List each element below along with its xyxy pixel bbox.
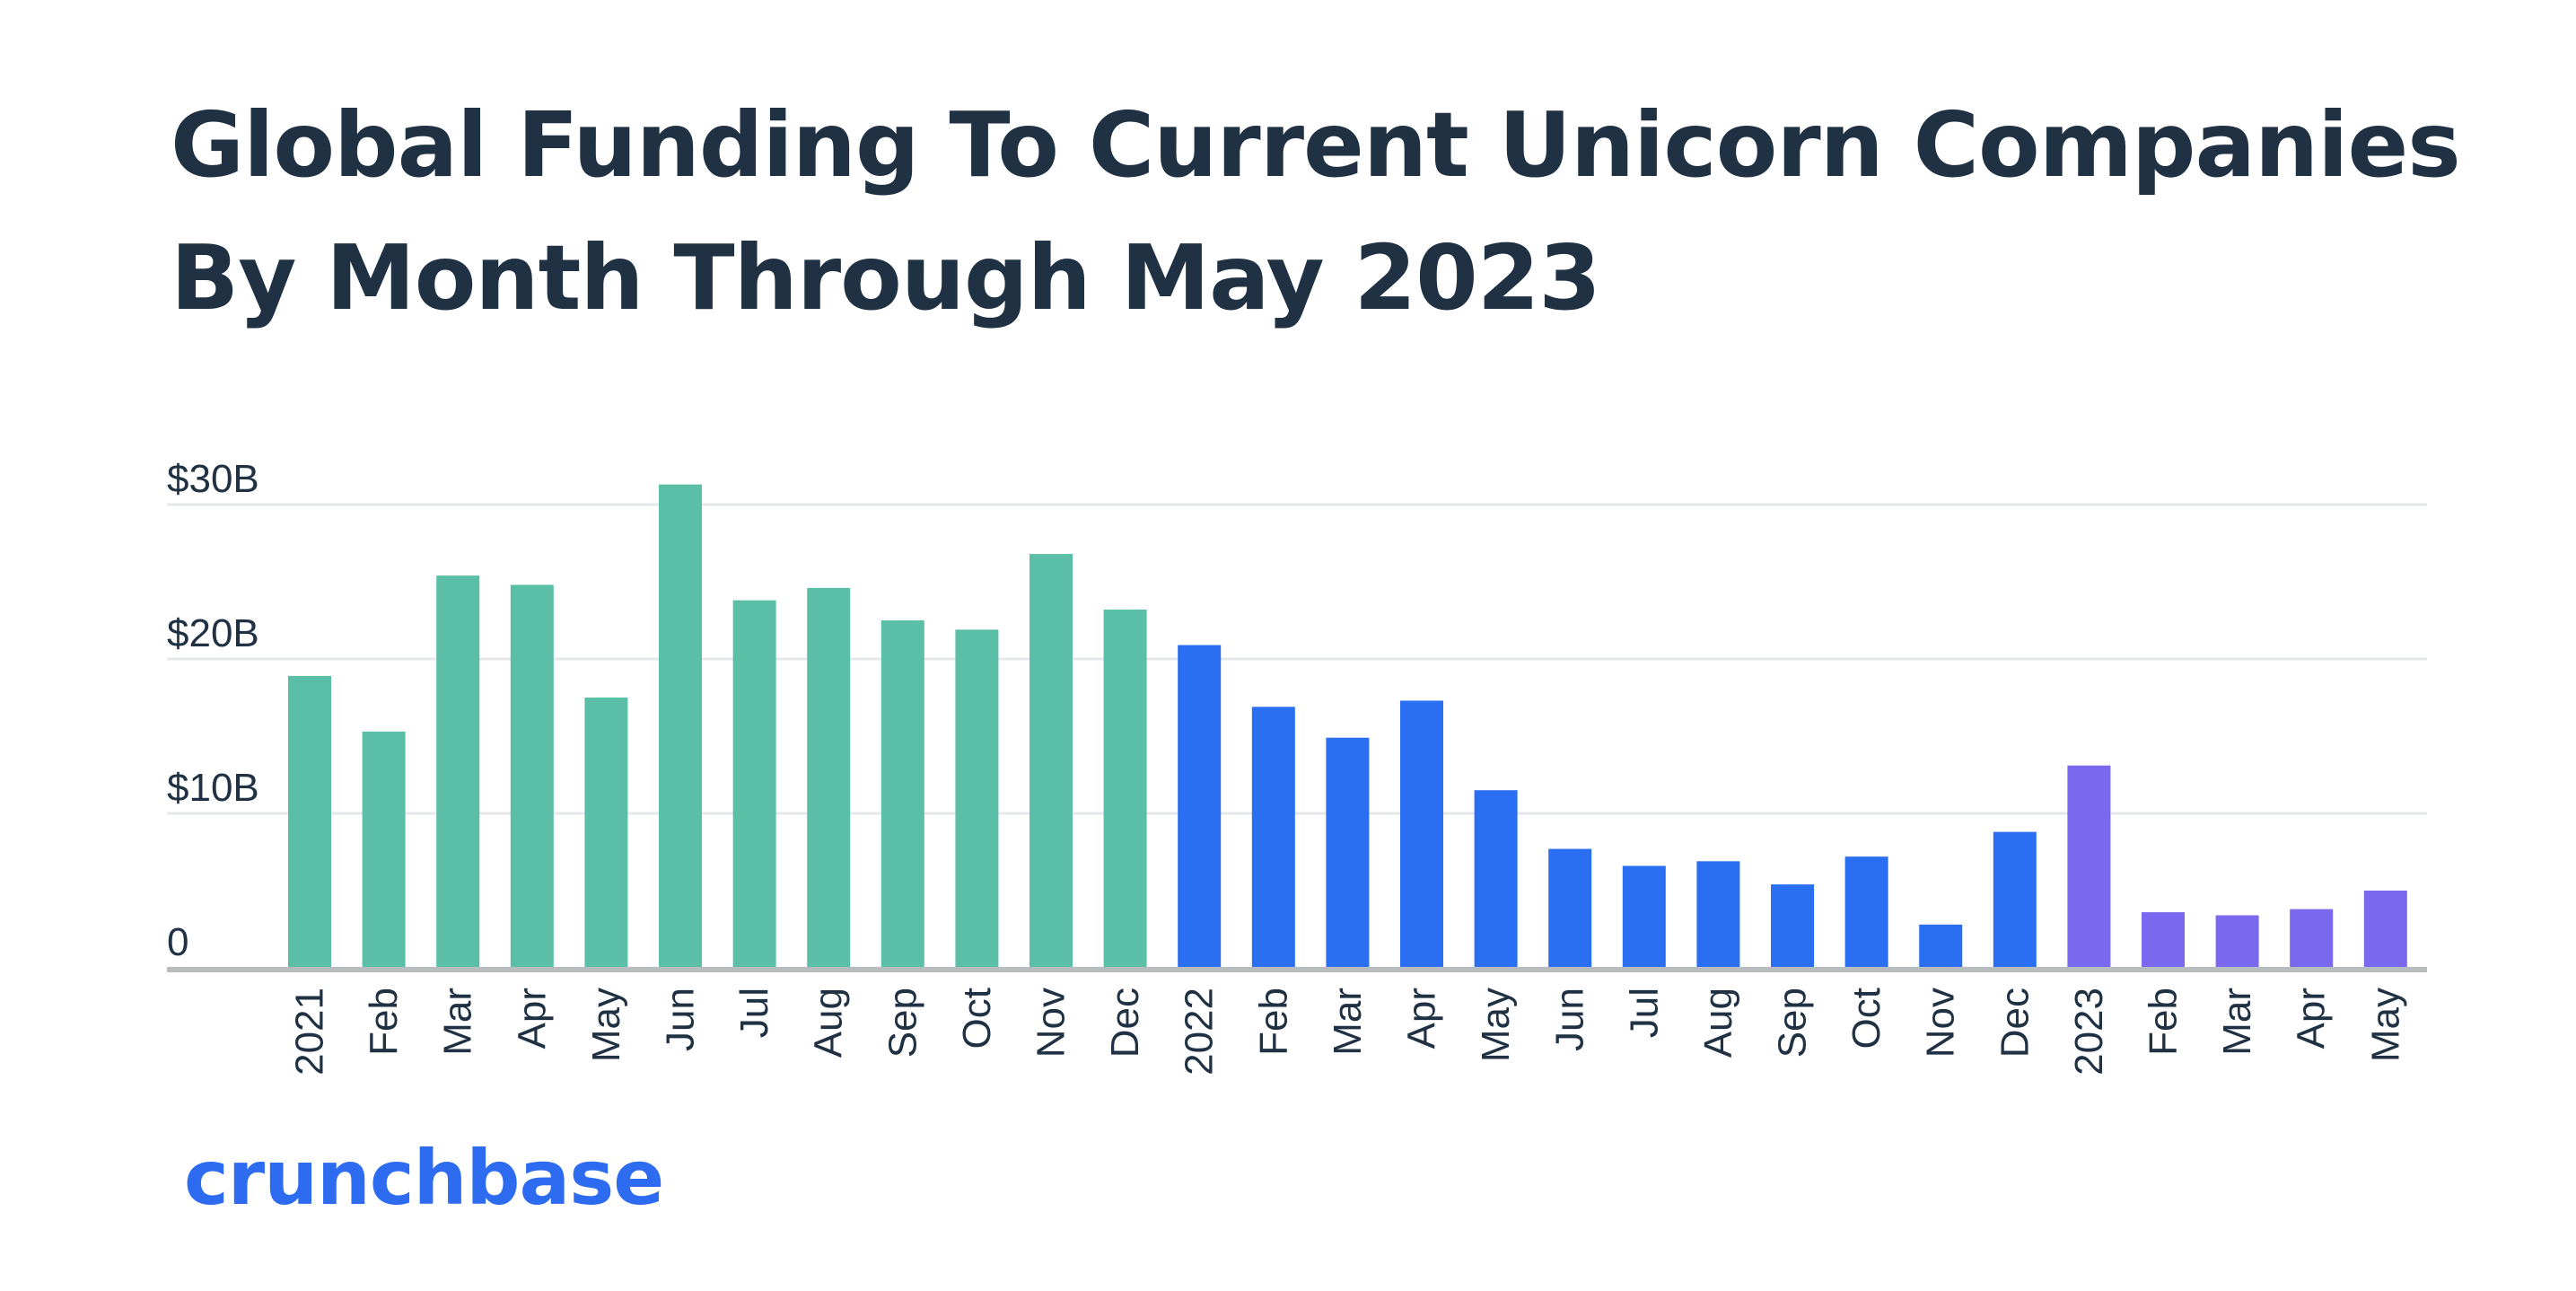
x-tick-label: Jul [1622, 988, 1666, 1038]
x-tick-label: Feb [1251, 988, 1295, 1056]
chart-title: Global Funding To Current Unicorn Compan… [171, 79, 2504, 345]
x-tick-label: Apr [510, 988, 554, 1049]
bar [436, 575, 480, 968]
bar [1030, 554, 1073, 968]
x-tick-label: Oct [1844, 988, 1888, 1049]
x-axis-tick-labels: 2021 Feb Mar Apr May Jun Jul Aug Sep Oct Nov Dec 202… [288, 988, 2408, 1076]
bar [510, 584, 554, 968]
chart-title-line-2: By Month Through May 2023 [171, 225, 1601, 330]
x-tick-label: Apr [1400, 988, 1444, 1049]
bar [1474, 790, 1518, 968]
bar [1251, 707, 1295, 968]
bar [1326, 737, 1370, 968]
x-tick-label: Feb [362, 988, 406, 1056]
x-tick-label: Sep [1771, 988, 1815, 1058]
bar [1919, 924, 1963, 968]
x-tick-label: 2022 [1178, 988, 1222, 1076]
bar [2142, 912, 2185, 968]
chart-title-line-1: Global Funding To Current Unicorn Compan… [171, 92, 2461, 198]
x-tick-label: Apr [2290, 988, 2334, 1049]
x-tick-label: Jun [659, 988, 703, 1051]
bar [1622, 865, 1666, 968]
y-axis-tick-labels: 0 $10B $20B $30B [167, 457, 259, 964]
bar [1103, 609, 1147, 968]
x-tick-label: May [1474, 988, 1518, 1062]
bar [584, 698, 628, 968]
crunchbase-logo: crunchbase [184, 1134, 664, 1222]
bar [732, 600, 776, 968]
x-tick-label: Sep [881, 988, 924, 1058]
y-tick-label: $30B [167, 457, 259, 501]
x-tick-label: Dec [1993, 988, 2037, 1058]
bar [1400, 700, 1443, 968]
bar [288, 675, 331, 968]
x-tick-label: Nov [1919, 988, 1963, 1058]
x-tick-label: 2021 [288, 988, 332, 1076]
x-tick-label: May [584, 988, 628, 1062]
bar [1178, 645, 1222, 968]
bar [1696, 861, 1740, 968]
x-tick-label: Dec [1103, 988, 1147, 1058]
x-tick-label: Aug [1696, 988, 1740, 1058]
x-tick-label: Mar [1326, 988, 1370, 1056]
y-tick-label: 0 [167, 920, 188, 964]
bar [1844, 856, 1888, 968]
bar [2363, 891, 2407, 968]
bar-chart: 0 $10B $20B $30B 2021 Feb Mar Apr May Jun Jul Aug S… [167, 457, 2427, 1076]
y-tick-label: $10B [167, 766, 259, 810]
x-tick-label: Mar [2215, 988, 2259, 1056]
bar [2290, 909, 2334, 968]
bar [362, 731, 406, 968]
x-tick-label: Aug [807, 988, 851, 1058]
bars [288, 484, 2407, 968]
x-tick-label: Jul [732, 988, 776, 1038]
bar [2215, 915, 2259, 968]
x-tick-label: May [2363, 988, 2407, 1062]
bar [955, 629, 999, 968]
x-tick-label: Mar [436, 988, 480, 1056]
bar [1993, 831, 2037, 968]
bar [1548, 848, 1592, 968]
bar [881, 620, 924, 968]
bar [1771, 884, 1814, 968]
x-tick-label: Jun [1548, 988, 1592, 1051]
x-tick-label: Feb [2142, 988, 2186, 1056]
y-tick-label: $20B [167, 611, 259, 655]
x-tick-label: Oct [955, 988, 999, 1049]
x-tick-label: Nov [1030, 988, 1073, 1058]
bar [659, 484, 702, 968]
bar [2067, 765, 2111, 968]
bar [807, 587, 851, 968]
x-tick-label: 2023 [2067, 988, 2111, 1076]
